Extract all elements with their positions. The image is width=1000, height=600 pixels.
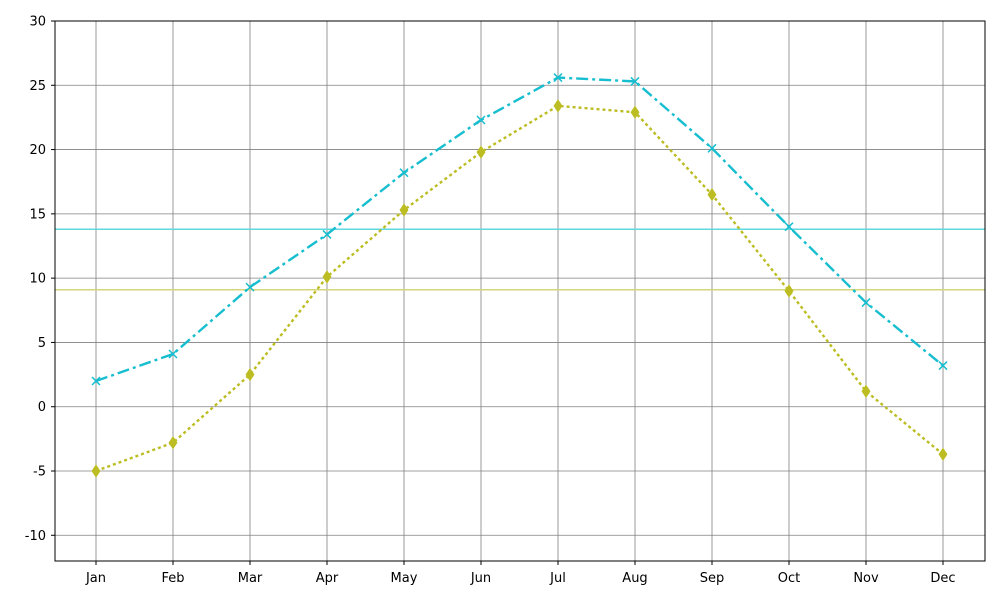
y-tick-label: 10 — [29, 272, 46, 287]
series-2-line — [95, 104, 944, 473]
series-1-point — [322, 229, 332, 239]
series-1-point — [476, 115, 486, 125]
x-tick-label: Jan — [85, 571, 106, 586]
y-tick-label: 0 — [38, 400, 46, 415]
series-2-point — [938, 447, 948, 462]
series-2-point — [168, 435, 178, 450]
series-lines — [91, 73, 948, 478]
series-1-point — [630, 76, 640, 86]
series-1-point — [168, 349, 178, 359]
series-2-point — [399, 203, 409, 217]
x-tick-label: Sep — [700, 571, 725, 586]
x-tick-label: Aug — [622, 571, 647, 586]
x-tick-label: Jul — [549, 571, 566, 586]
series-2-point — [553, 99, 563, 113]
x-tick-label: Oct — [778, 571, 800, 586]
x-tick-label: Apr — [316, 571, 339, 586]
series-1-point — [784, 222, 794, 232]
mean-lines — [55, 228, 985, 291]
y-tick-label: 15 — [29, 207, 46, 222]
y-tick-label: 25 — [29, 79, 46, 94]
plot-frame — [54, 20, 986, 562]
x-tick-label: Mar — [238, 571, 263, 586]
series-2-point — [245, 367, 255, 382]
series-2-point — [630, 105, 640, 120]
series-1-point — [861, 298, 871, 308]
series-2-point — [861, 384, 871, 399]
series-1-point — [91, 376, 101, 386]
series-1-point — [938, 361, 948, 371]
series-2-point — [91, 464, 101, 478]
series-1-point — [245, 282, 255, 292]
x-tick-label: May — [391, 571, 418, 586]
series-1-point — [707, 143, 717, 153]
series-2-point — [476, 145, 486, 159]
x-axis-ticks: Jan Feb Mar Apr May Jun Jul Aug Sep Oct Nov Dec — [85, 561, 956, 586]
y-tick-label: 20 — [29, 143, 46, 158]
y-tick-label: 5 — [38, 336, 46, 351]
series-1-point — [399, 168, 409, 178]
series-2-point — [707, 187, 717, 202]
y-tick-label: -5 — [33, 465, 46, 480]
y-tick-label: -10 — [25, 529, 46, 544]
x-tick-label: Feb — [161, 571, 184, 586]
series-1-line — [95, 76, 944, 383]
series-2-point — [322, 270, 332, 284]
x-tick-label: Nov — [853, 571, 879, 586]
grid — [55, 20, 985, 561]
series-2-point — [784, 284, 794, 298]
x-tick-label: Jun — [470, 571, 491, 586]
y-tick-label: 30 — [29, 15, 46, 30]
y-axis-ticks: -10 -5 0 5 10 15 20 25 30 — [25, 15, 55, 544]
series-1-point — [553, 73, 563, 83]
x-tick-label: Dec — [930, 571, 955, 586]
